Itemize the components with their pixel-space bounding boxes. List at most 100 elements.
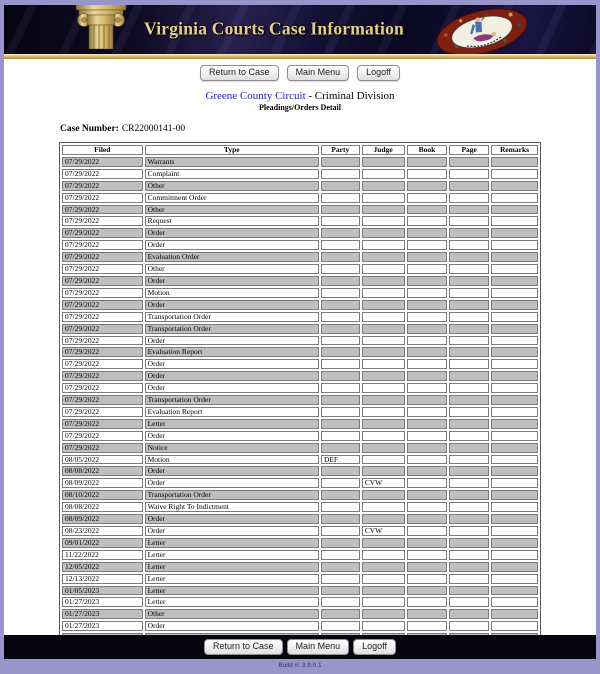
table-row: 01/27/2023 Letter — [62, 597, 538, 608]
case-number-value: CR22000141-00 — [121, 124, 186, 134]
cell-remarks — [491, 514, 538, 524]
division-label: - Criminal Division — [305, 90, 395, 102]
cell-remarks — [491, 549, 538, 560]
cell-book — [406, 418, 448, 429]
table-row: 07/29/2022 Evaluation Report — [62, 406, 538, 417]
content-area: Return to Case Main Menu Logoff Greene C… — [4, 59, 596, 635]
cell-party — [320, 228, 360, 239]
logoff-button-bottom[interactable]: Logoff — [353, 639, 396, 655]
cell-book — [406, 597, 448, 608]
cell-filed: 07/29/2022 — [62, 204, 143, 215]
cell-book — [406, 216, 448, 227]
cell-party — [320, 597, 360, 608]
cell-filed: 07/29/2022 — [62, 395, 143, 405]
cell-page — [449, 228, 490, 239]
cell-page — [449, 597, 490, 608]
cell-judge — [361, 371, 405, 382]
cell-remarks — [491, 383, 538, 394]
cell-remarks — [491, 192, 538, 203]
cell-type: Order — [144, 240, 319, 251]
cell-remarks — [491, 537, 538, 548]
logoff-button[interactable]: Logoff — [357, 65, 400, 81]
cell-filed: 01/05/2023 — [62, 585, 143, 596]
cell-remarks — [491, 526, 538, 536]
cell-remarks — [491, 168, 538, 179]
cell-party — [320, 275, 360, 286]
cell-remarks — [491, 502, 538, 513]
table-row: 07/29/2022 Other — [62, 204, 538, 215]
case-number-label: Case Number: — [60, 124, 119, 134]
cell-remarks — [491, 371, 538, 382]
cell-party — [320, 442, 360, 453]
cell-remarks — [491, 275, 538, 286]
cell-page — [449, 633, 490, 635]
cell-party — [320, 514, 360, 524]
cell-party — [320, 621, 360, 632]
cell-judge — [361, 168, 405, 179]
banner: Virginia Courts Case Information — [4, 5, 596, 54]
cell-type: Order — [144, 478, 319, 489]
cell-type: Other — [144, 264, 319, 274]
cell-judge — [361, 383, 405, 394]
court-name-link[interactable]: Greene County Circuit — [205, 90, 306, 102]
cell-party — [320, 371, 360, 382]
return-to-case-button[interactable]: Return to Case — [200, 65, 279, 81]
cell-remarks — [491, 359, 538, 370]
return-to-case-button-bottom[interactable]: Return to Case — [204, 639, 283, 655]
cell-filed: 07/29/2022 — [62, 383, 143, 394]
table-row: 01/27/2023 Other — [62, 609, 538, 620]
cell-type: Order — [144, 228, 319, 239]
column-header-judge: Judge — [361, 145, 405, 155]
cell-judge — [361, 442, 405, 453]
cell-page — [449, 585, 490, 596]
cell-book — [406, 478, 448, 489]
cell-book — [406, 406, 448, 417]
cell-party — [320, 537, 360, 548]
cell-judge — [361, 395, 405, 405]
cell-book — [406, 502, 448, 513]
main-menu-button[interactable]: Main Menu — [286, 65, 350, 81]
cell-type: Order — [144, 275, 319, 286]
cell-filed: 12/13/2022 — [62, 573, 143, 584]
table-row: 07/29/2022 Notice — [62, 442, 538, 453]
cell-type: Notice — [144, 442, 319, 453]
cell-type: Letter — [144, 597, 319, 608]
cell-filed: 07/29/2022 — [62, 252, 143, 263]
cell-type: Motion — [144, 454, 319, 465]
cell-party — [320, 335, 360, 346]
cell-page — [449, 252, 490, 263]
top-toolbar: Return to Case Main Menu Logoff — [4, 62, 596, 81]
cell-book — [406, 633, 448, 635]
cell-party — [320, 526, 360, 536]
column-header-book: Book — [406, 145, 448, 155]
cell-judge — [361, 180, 405, 191]
cell-judge — [361, 264, 405, 274]
table-row: 08/08/2022 Order — [62, 466, 538, 477]
cell-party — [320, 240, 360, 251]
table-row: 07/29/2022 Order — [62, 275, 538, 286]
cell-filed: 07/29/2022 — [62, 430, 143, 441]
main-menu-button-bottom[interactable]: Main Menu — [286, 639, 350, 655]
cell-page — [449, 371, 490, 382]
cell-book — [406, 311, 448, 322]
cell-filed: 07/29/2022 — [62, 335, 143, 346]
ionic-column-icon — [74, 5, 128, 54]
cell-remarks — [491, 323, 538, 334]
cell-party — [320, 585, 360, 596]
cell-page — [449, 478, 490, 489]
cell-remarks — [491, 264, 538, 274]
cell-type: Evaluation Report — [144, 347, 319, 358]
cell-remarks — [491, 454, 538, 465]
cell-judge — [361, 597, 405, 608]
table-row: 07/29/2022 Order — [62, 299, 538, 310]
table-row: 07/29/2022 Transportation Order — [62, 311, 538, 322]
cell-type: Transportation Order — [144, 323, 319, 334]
cell-page — [449, 418, 490, 429]
table-row: 07/29/2022 Complaint — [62, 168, 538, 179]
cell-type: Order — [144, 299, 319, 310]
cell-page — [449, 537, 490, 548]
cell-filed: 07/29/2022 — [62, 168, 143, 179]
cell-page — [449, 204, 490, 215]
cell-remarks — [491, 311, 538, 322]
